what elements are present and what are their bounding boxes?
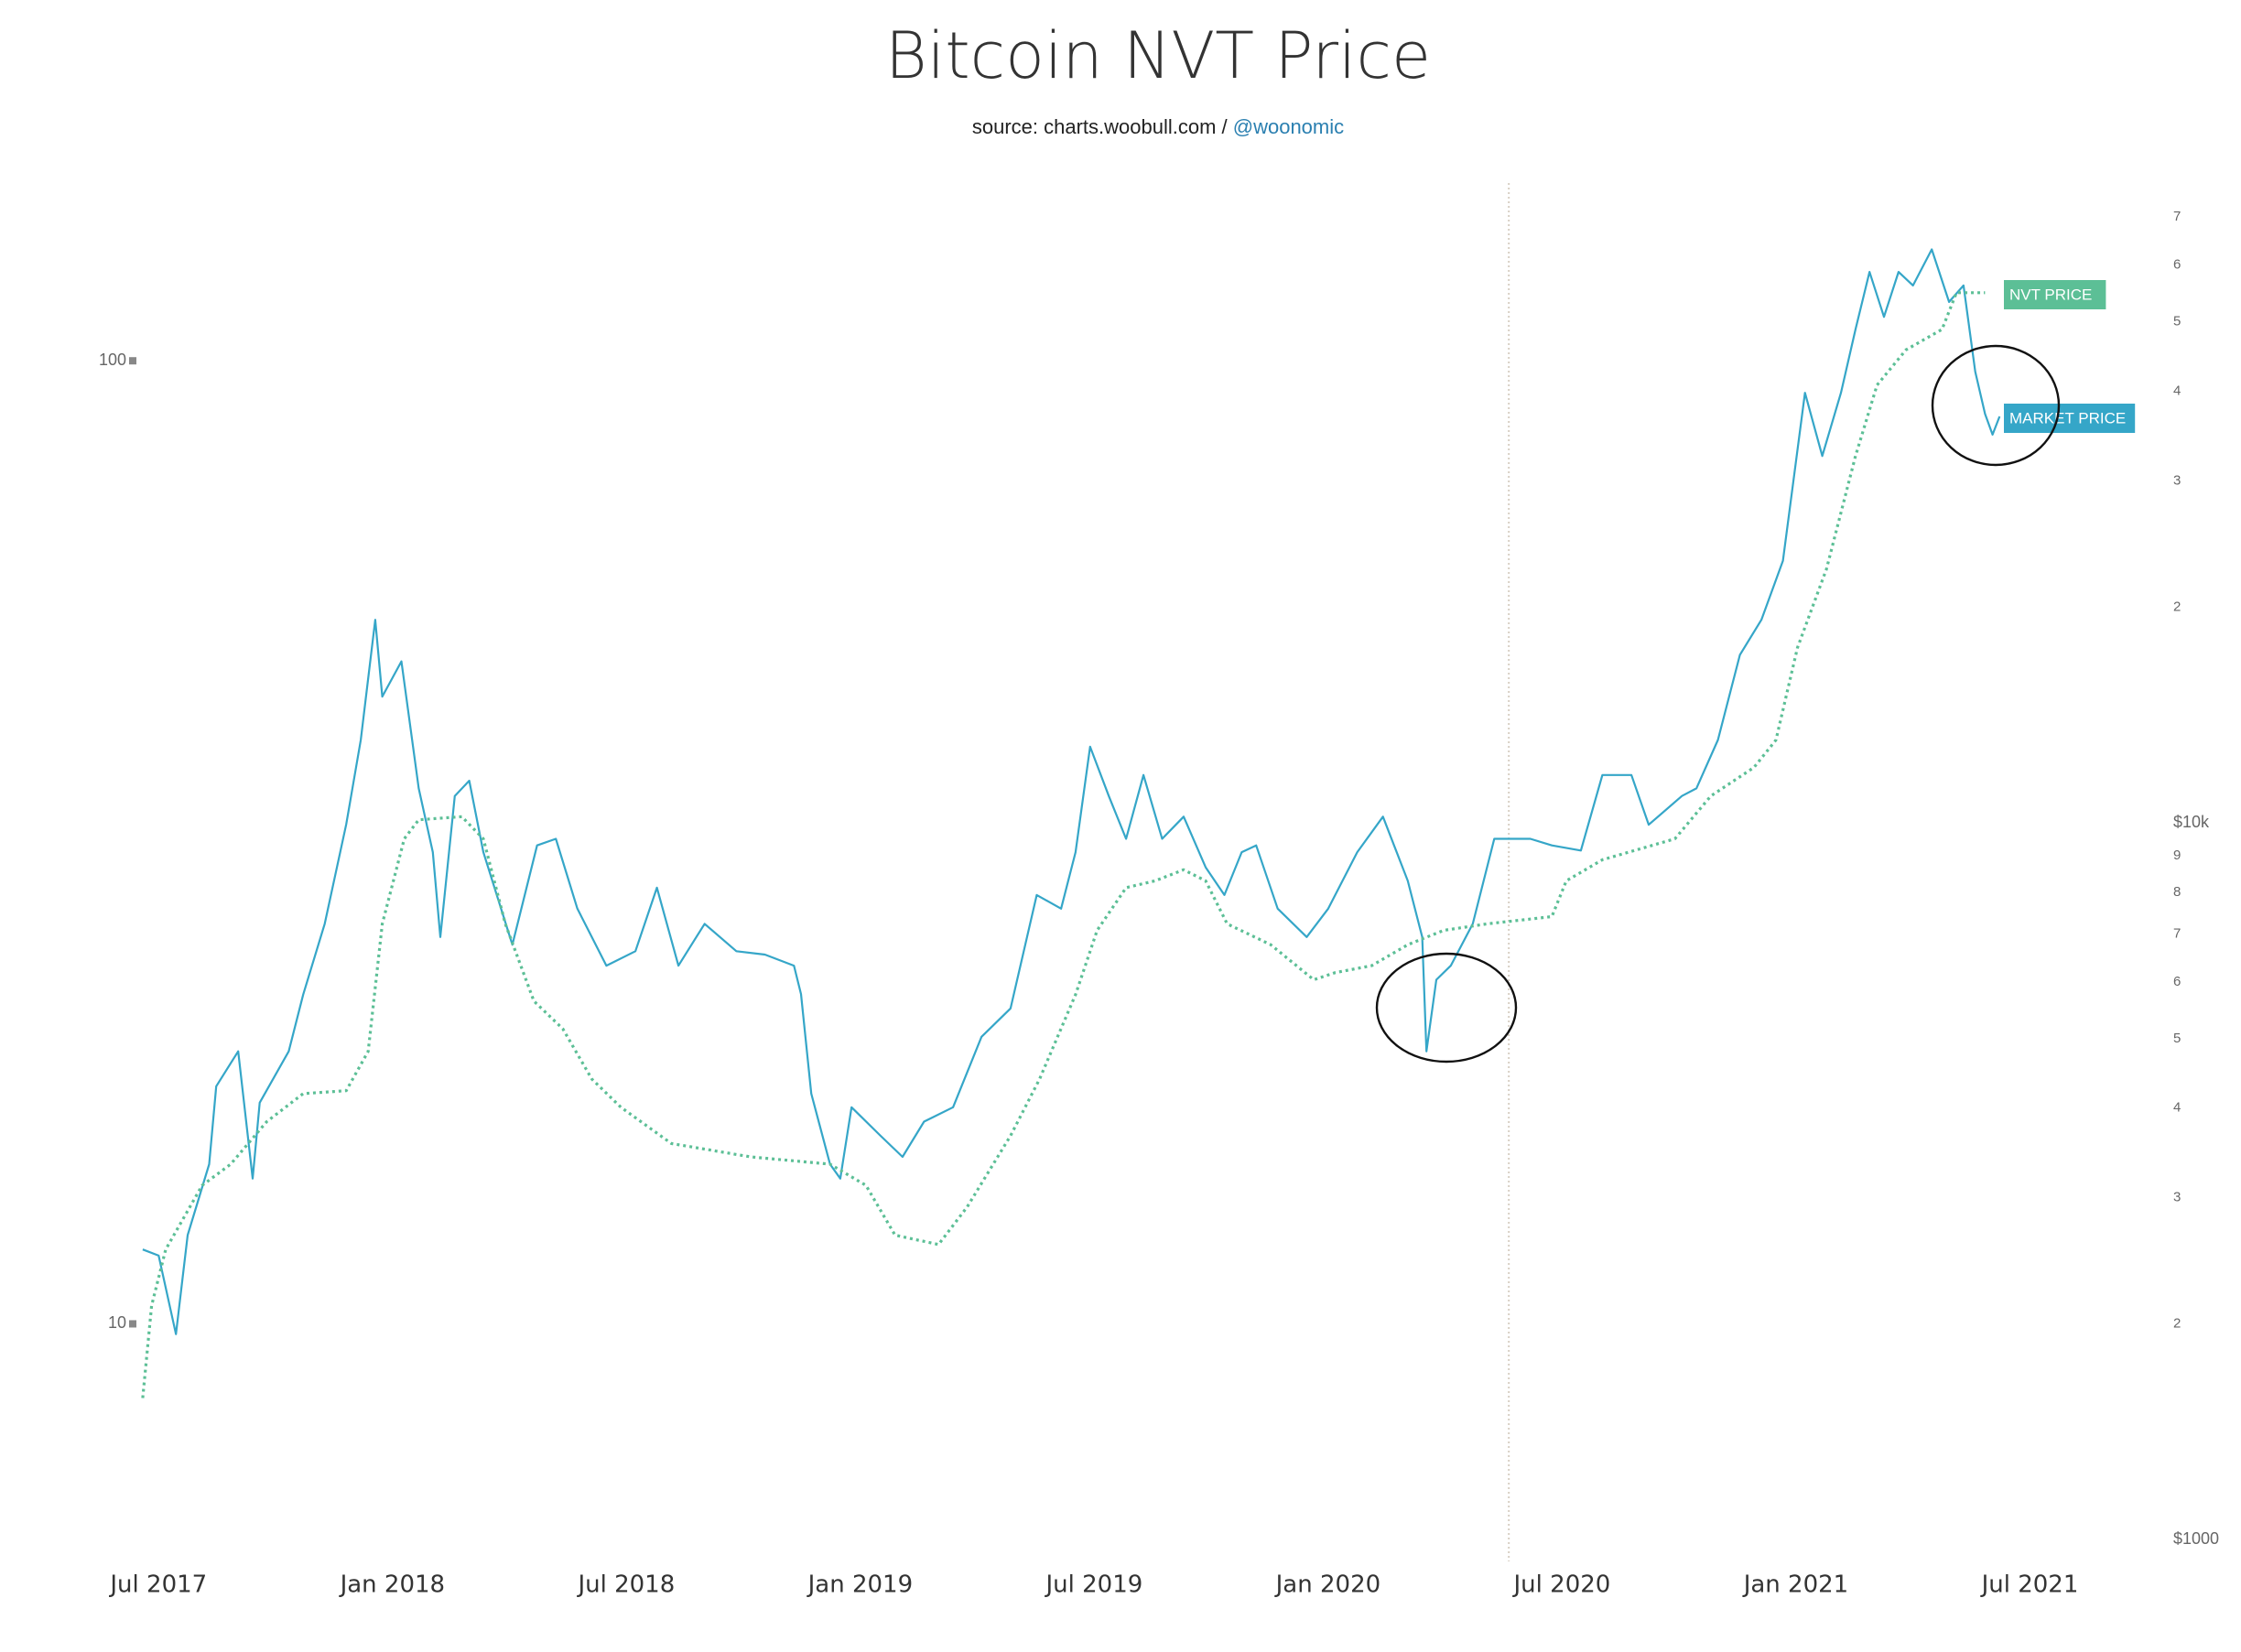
x-tick-label: Jul 2018 [576, 1571, 675, 1599]
y2-tick-label: 100 [99, 351, 126, 369]
subtitle-source: source: charts.woobull.com / [972, 115, 1229, 138]
x-tick-label: Jan 2018 [339, 1571, 446, 1599]
y2-tick-mark [129, 357, 136, 365]
subtitle-handle: @woonomic [1233, 115, 1344, 138]
legend-label: MARKET PRICE [2009, 409, 2126, 426]
x-tick-label: Jul 2021 [1980, 1571, 2079, 1599]
legend-tag: NVT PRICE [2004, 280, 2106, 309]
y-tick-label: 7 [2173, 209, 2181, 224]
chart-subtitle: source: charts.woobull.com / @woonomic [972, 115, 1344, 138]
legend-swatch [2004, 280, 2106, 309]
x-tick-label: Jul 2019 [1044, 1571, 1142, 1599]
legend-tag: MARKET PRICE [2004, 404, 2136, 433]
y-tick-label: 6 [2173, 257, 2181, 273]
y-tick-label: $1000 [2173, 1529, 2219, 1548]
y-tick-label: 4 [2173, 383, 2181, 399]
y-tick-label: 7 [2173, 925, 2181, 941]
x-tick-label: Jan 2019 [807, 1571, 914, 1599]
y-tick-label: 2 [2173, 599, 2181, 614]
legend-label: NVT PRICE [2009, 286, 2092, 303]
highlight-circle [1931, 344, 2061, 467]
highlight-circle [1375, 952, 1518, 1064]
y2-tick-mark [129, 1320, 136, 1328]
plot-area: Jul 2017 Jan 2018 Jul 2018 Jan 2019 Jul 2019… [99, 183, 2219, 1599]
chart-title: Bitcoin NVT Price [885, 18, 1431, 93]
series-line [141, 291, 1986, 1398]
y-tick-label: 5 [2173, 314, 2181, 329]
y-tick-label: 4 [2173, 1100, 2181, 1116]
y-tick-label: 6 [2173, 974, 2181, 989]
y-tick-label: 3 [2173, 1190, 2181, 1205]
x-tick-label: Jul 2020 [1512, 1571, 1611, 1599]
y-tick-label: $10k [2173, 813, 2210, 831]
x-tick-label: Jul 2017 [108, 1571, 207, 1599]
y-tick-label: 3 [2173, 472, 2181, 488]
x-tick-label: Jan 2021 [1742, 1571, 1849, 1599]
y-tick-label: 2 [2173, 1315, 2181, 1331]
y-tick-label: 5 [2173, 1031, 2181, 1046]
legend-swatch [2004, 404, 2136, 433]
x-tick-label: Jan 2020 [1274, 1571, 1381, 1599]
y2-tick-label: 10 [108, 1313, 126, 1332]
y-tick-label: 8 [2173, 884, 2181, 900]
series-line [142, 248, 2001, 1335]
y-tick-label: 9 [2173, 848, 2181, 863]
